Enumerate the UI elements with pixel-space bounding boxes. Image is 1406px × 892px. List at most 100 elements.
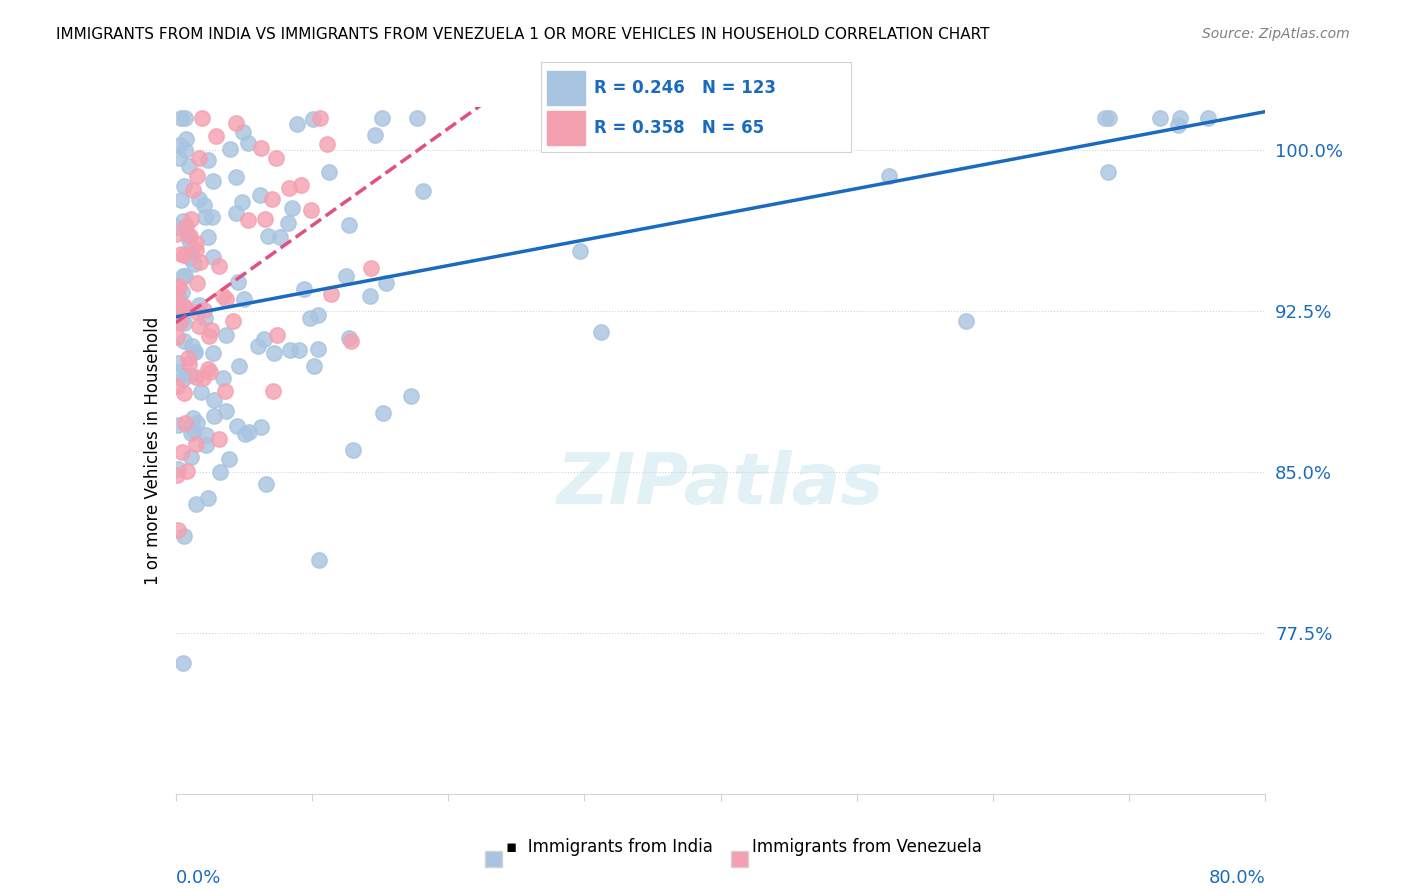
Point (228, 359, 250, 373)
Point (172, 269, 194, 284)
Point (191, 111, 214, 125)
Point (238, 212, 260, 227)
Point (225, 169, 247, 184)
Point (1197, 111, 1219, 125)
Point (167, 278, 190, 293)
Point (165, 227, 187, 242)
Point (173, 143, 195, 157)
Point (214, 384, 236, 399)
Point (177, 229, 200, 244)
Point (215, 403, 238, 417)
Point (266, 327, 288, 342)
Point (194, 427, 217, 442)
Point (172, 372, 194, 386)
Point (201, 210, 224, 224)
Y-axis label: 1 or more Vehicles in Household: 1 or more Vehicles in Household (143, 317, 162, 584)
Point (319, 287, 342, 301)
Text: 80.0%: 80.0% (1209, 869, 1265, 887)
Point (249, 188, 271, 202)
Point (193, 370, 215, 384)
Text: R = 0.246   N = 123: R = 0.246 N = 123 (593, 79, 776, 97)
Point (299, 311, 322, 326)
Point (181, 183, 204, 197)
Point (335, 269, 357, 284)
Point (169, 315, 191, 329)
Point (218, 451, 240, 466)
Point (184, 235, 207, 250)
Point (287, 343, 309, 357)
Point (363, 128, 385, 142)
Point (166, 462, 188, 476)
Point (1149, 111, 1171, 125)
Point (174, 301, 197, 315)
Point (167, 281, 190, 295)
Point (165, 219, 187, 234)
Point (262, 192, 284, 206)
Point (318, 165, 340, 179)
Point (172, 656, 194, 670)
Point (202, 346, 225, 360)
Point (173, 299, 195, 313)
Point (197, 153, 219, 167)
Point (188, 319, 211, 334)
Point (167, 151, 190, 165)
Point (215, 293, 238, 307)
Point (183, 257, 205, 271)
Point (308, 552, 330, 566)
Point (263, 346, 285, 360)
Point (374, 276, 396, 290)
Point (193, 198, 215, 212)
Point (264, 151, 287, 165)
Point (166, 330, 188, 344)
Point (222, 314, 245, 328)
Point (1094, 111, 1116, 125)
Point (218, 142, 240, 156)
Point (250, 420, 273, 434)
Point (188, 151, 211, 165)
Point (370, 111, 392, 125)
Point (186, 416, 208, 430)
Point (181, 411, 204, 425)
Text: ZIPatlas: ZIPatlas (557, 450, 884, 519)
Point (209, 465, 232, 479)
Point (269, 230, 291, 244)
Point (337, 331, 360, 345)
Point (167, 365, 190, 379)
Text: R = 0.358   N = 65: R = 0.358 N = 65 (593, 119, 763, 136)
Point (166, 313, 188, 327)
Point (371, 406, 394, 420)
Point (173, 316, 195, 330)
Point (233, 426, 256, 441)
Point (202, 251, 225, 265)
Point (254, 476, 277, 491)
Point (359, 288, 381, 302)
Point (250, 141, 273, 155)
Point (170, 285, 193, 299)
Point (406, 111, 429, 125)
Point (212, 288, 235, 302)
Point (955, 314, 977, 328)
Point (179, 368, 201, 383)
Point (172, 214, 194, 228)
Point (176, 219, 198, 234)
Point (342, 443, 364, 458)
Point (167, 300, 190, 314)
Point (180, 339, 202, 353)
Point (315, 137, 337, 152)
Point (304, 359, 326, 373)
Point (290, 178, 312, 193)
Point (1170, 111, 1192, 125)
Point (208, 260, 231, 274)
Point (180, 243, 202, 257)
Point (183, 345, 205, 359)
Text: Immigrants from Venezuela: Immigrants from Venezuela (752, 838, 981, 856)
Point (308, 111, 330, 125)
Point (166, 286, 188, 301)
Point (204, 128, 226, 143)
Point (280, 343, 302, 357)
Point (174, 132, 197, 146)
Point (202, 409, 225, 423)
Point (177, 159, 200, 173)
Point (697, 111, 720, 125)
Point (173, 111, 195, 125)
